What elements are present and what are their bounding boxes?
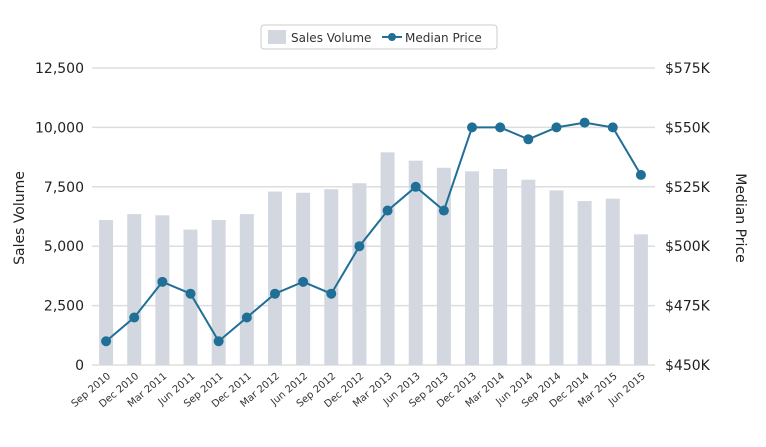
left-tick-label: 12,500 bbox=[35, 61, 84, 77]
left-axis-label: Sales Volume bbox=[12, 171, 28, 265]
line-point bbox=[269, 288, 280, 299]
line-point bbox=[298, 276, 309, 287]
right-tick-label: $525K bbox=[665, 180, 711, 196]
line-point bbox=[607, 122, 618, 133]
right-tick-label: $500K bbox=[665, 239, 711, 255]
right-tick-label: $450K bbox=[665, 358, 711, 374]
line-point bbox=[523, 134, 534, 145]
bar bbox=[352, 183, 367, 365]
line-point bbox=[157, 276, 168, 287]
legend-median-price: Median Price bbox=[405, 31, 482, 45]
bar bbox=[127, 214, 142, 365]
right-tick-label: $475K bbox=[665, 299, 711, 315]
bar bbox=[324, 189, 339, 365]
bar bbox=[155, 215, 170, 365]
left-tick-label: 7,500 bbox=[44, 180, 84, 196]
legend-sales-volume: Sales Volume bbox=[291, 31, 371, 45]
bar bbox=[465, 171, 480, 365]
gridlines bbox=[92, 67, 655, 366]
legend-bar-swatch bbox=[268, 30, 286, 44]
line-point bbox=[467, 122, 478, 133]
line-point bbox=[635, 169, 646, 180]
line-point bbox=[213, 336, 224, 347]
right-axis-ticks: $450K $475K $500K $525K $550K $575K bbox=[665, 61, 711, 374]
line-point bbox=[438, 205, 449, 216]
bar bbox=[99, 220, 114, 365]
bar bbox=[239, 214, 254, 365]
bar bbox=[380, 152, 395, 365]
bar bbox=[605, 198, 620, 365]
line-point bbox=[382, 205, 393, 216]
right-axis-label: Median Price bbox=[732, 173, 748, 263]
left-tick-label: 0 bbox=[75, 358, 84, 374]
left-tick-label: 5,000 bbox=[44, 239, 84, 255]
line-point bbox=[410, 181, 421, 192]
bar bbox=[521, 179, 536, 365]
legend[interactable]: Sales Volume Median Price bbox=[260, 24, 498, 50]
line-point bbox=[551, 122, 562, 133]
bars bbox=[99, 152, 648, 365]
line-point bbox=[129, 312, 140, 323]
line-point bbox=[495, 122, 506, 133]
bar bbox=[493, 168, 508, 365]
line-point bbox=[101, 336, 112, 347]
right-tick-label: $575K bbox=[665, 61, 711, 77]
bar bbox=[633, 234, 648, 365]
line-point bbox=[354, 241, 365, 252]
left-tick-label: 2,500 bbox=[44, 299, 84, 315]
bar bbox=[211, 220, 226, 365]
left-tick-label: 10,000 bbox=[35, 120, 84, 136]
legend-line-marker bbox=[388, 33, 396, 41]
bar bbox=[436, 167, 451, 365]
line-point bbox=[185, 288, 196, 299]
bar bbox=[577, 201, 592, 365]
left-axis-ticks: 0 2,500 5,000 7,500 10,000 12,500 bbox=[35, 61, 84, 374]
line-point bbox=[579, 117, 590, 128]
line-point bbox=[241, 312, 252, 323]
line-point bbox=[326, 288, 337, 299]
bar bbox=[549, 190, 564, 365]
price-line bbox=[101, 117, 646, 347]
line-path bbox=[105, 121, 642, 343]
bar bbox=[408, 160, 423, 365]
bar bbox=[267, 191, 282, 365]
right-tick-label: $550K bbox=[665, 120, 711, 136]
